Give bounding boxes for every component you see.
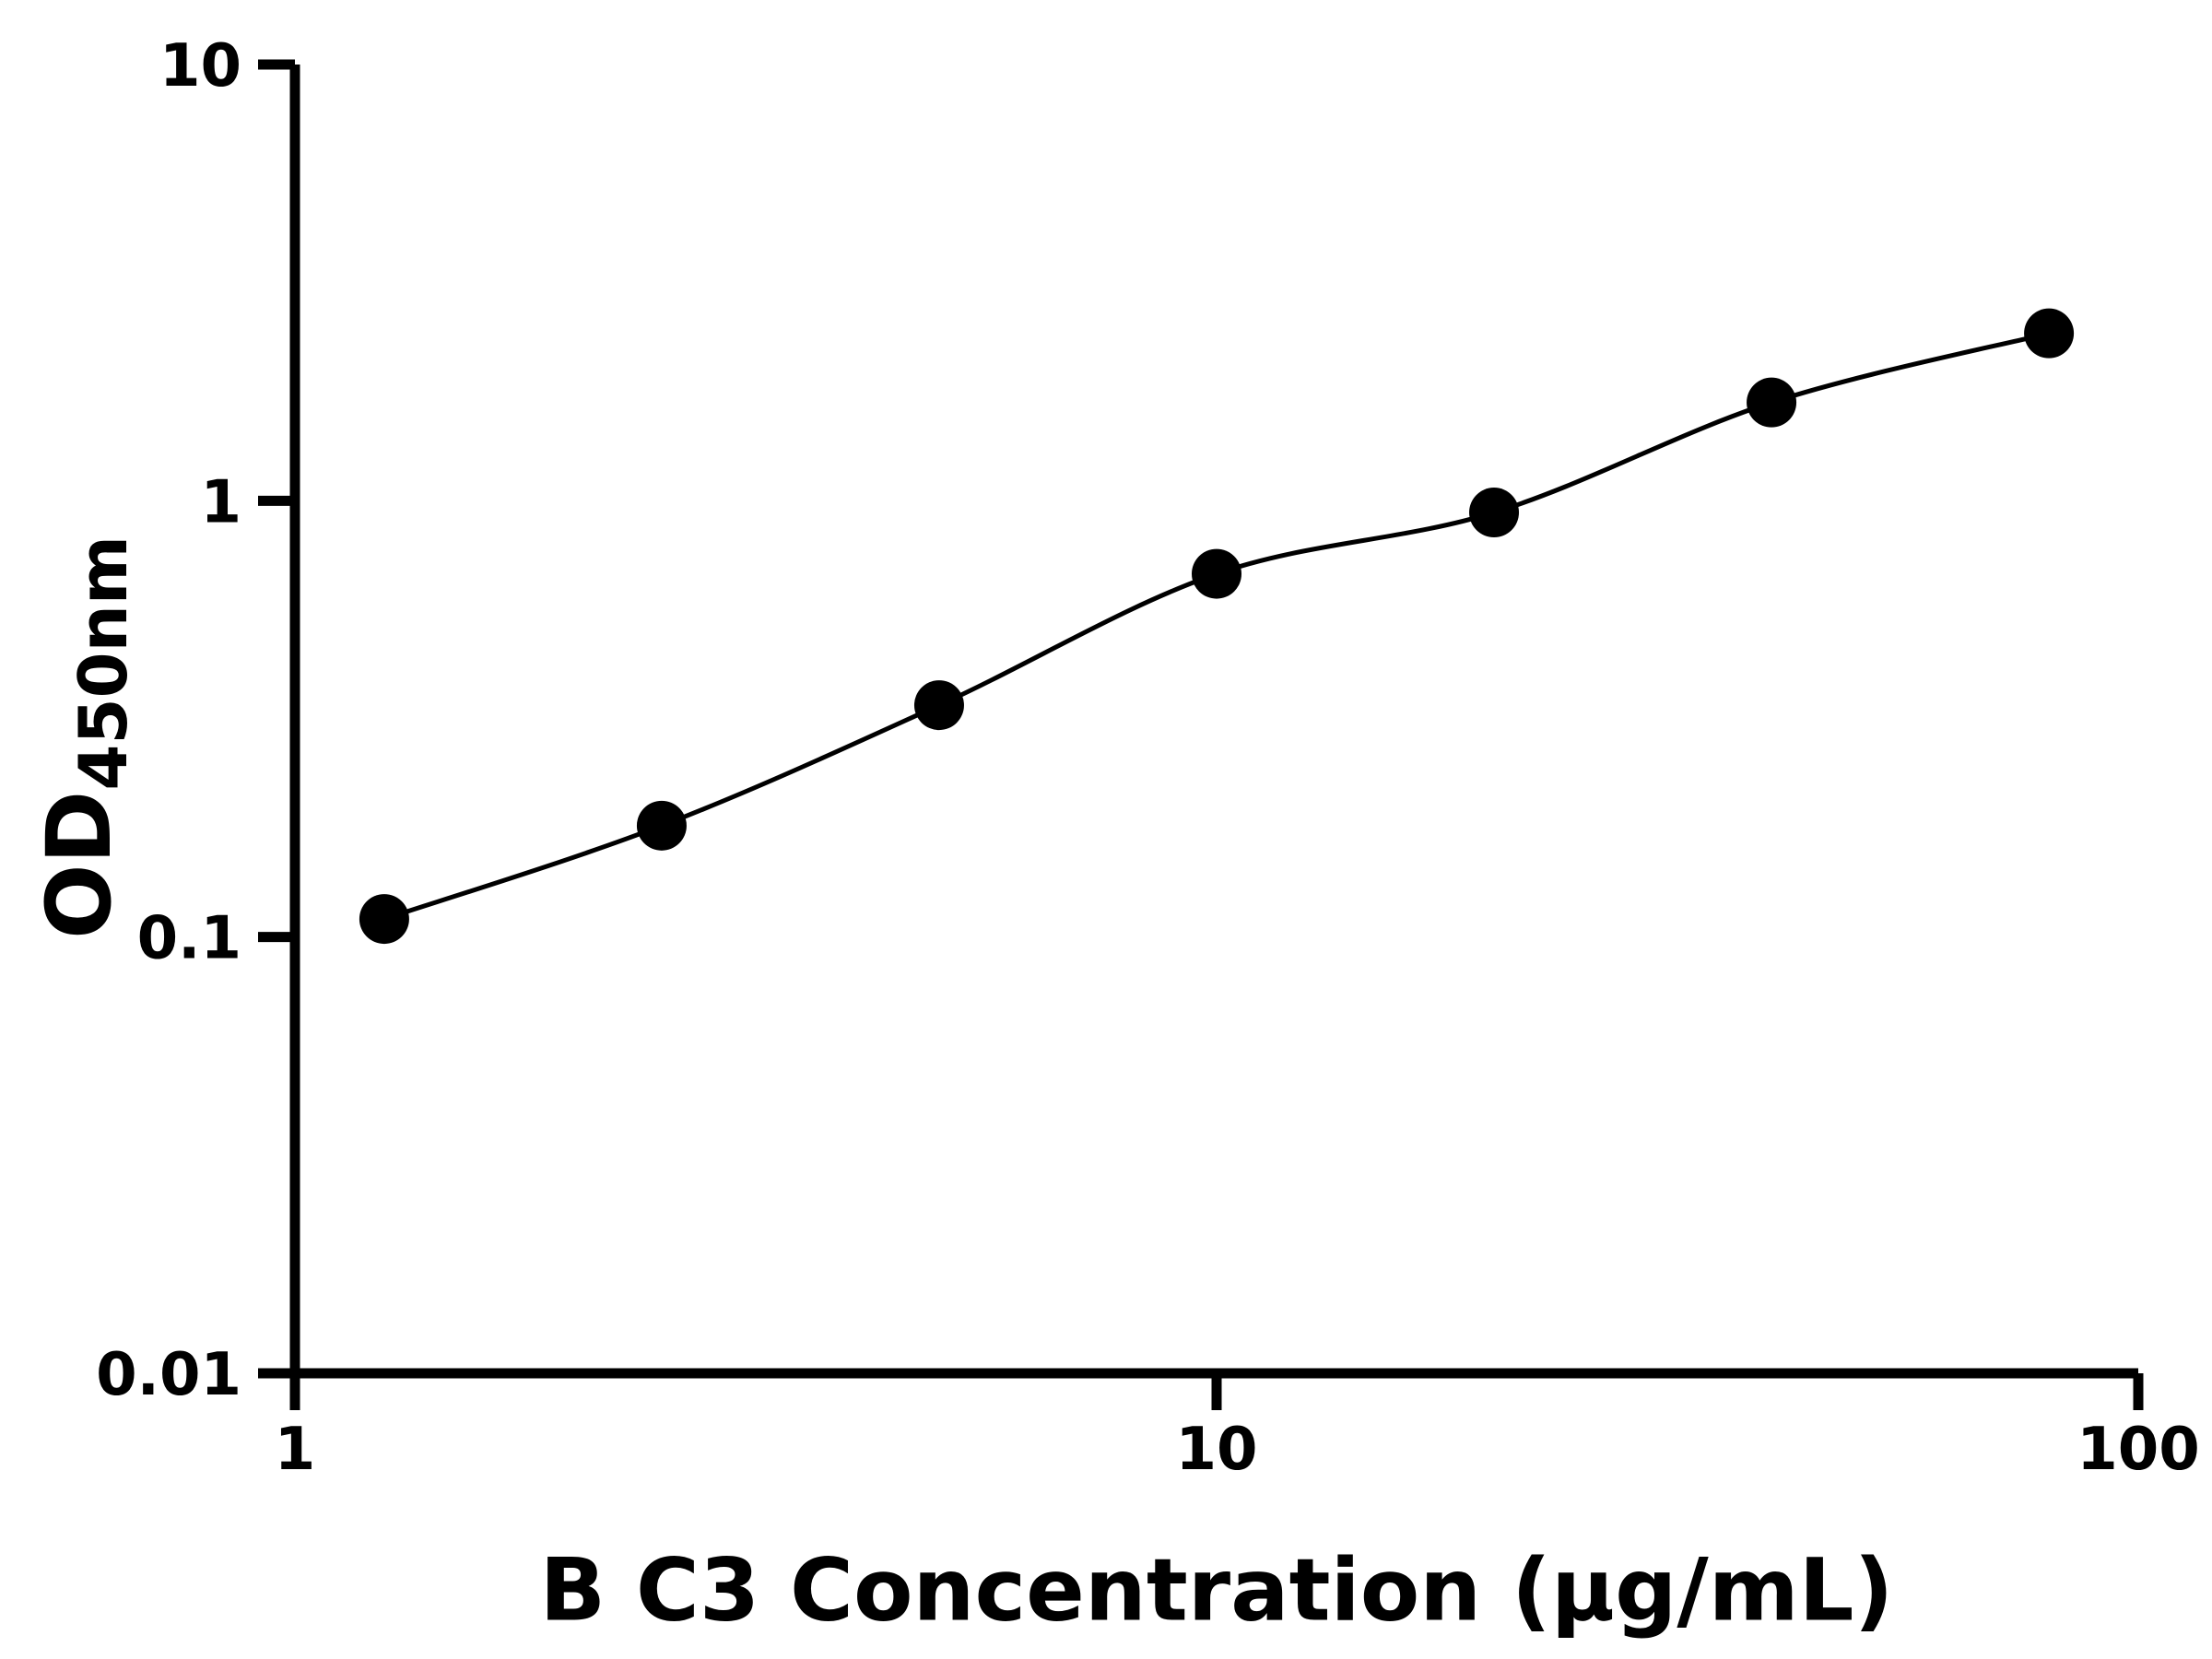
x-axis-tick-label: 10 — [1175, 1416, 1257, 1484]
data-point — [1192, 548, 1241, 599]
axis-spines — [289, 65, 2138, 1379]
x-axis-tick-label: 1 — [275, 1416, 316, 1484]
fit-curve — [383, 331, 2050, 922]
data-point — [636, 800, 687, 851]
y-axis-tick-label: 1 — [200, 468, 241, 536]
x-axis-title: B C3 Concentration (µg/mL) — [539, 1540, 1894, 1641]
y-axis-tick-label: 10 — [159, 32, 241, 100]
data-point — [1747, 377, 1797, 428]
x-axis-tick-label: 100 — [2077, 1416, 2200, 1484]
data-point — [359, 894, 409, 945]
y-axis-tick-label: 0.01 — [96, 1341, 241, 1409]
data-point — [2024, 308, 2075, 359]
data-point — [1469, 488, 1520, 538]
y-axis-title: OD450nm — [28, 535, 142, 939]
y-axis-tick-label: 0.1 — [137, 905, 241, 973]
data-point — [913, 680, 964, 731]
y-axis-title-subscript: 450nm — [65, 535, 142, 791]
y-axis-title-main: OD — [28, 790, 131, 939]
